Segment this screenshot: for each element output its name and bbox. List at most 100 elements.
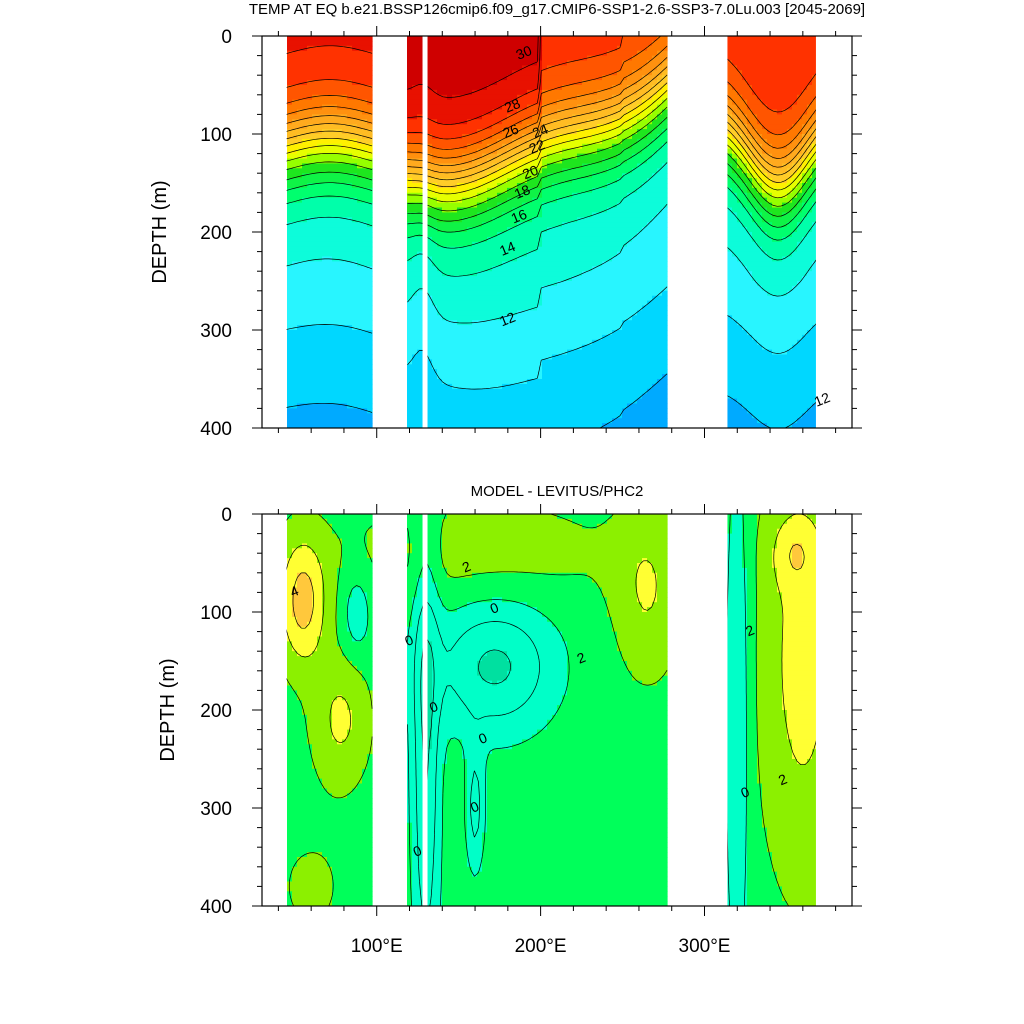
field-cell [327, 109, 333, 115]
field-cell [312, 222, 318, 228]
field-cell [792, 36, 798, 42]
field-cell [627, 192, 633, 199]
field-cell [527, 261, 533, 267]
field-cell [457, 305, 463, 311]
field-cell [612, 138, 618, 145]
field-cell [347, 271, 353, 277]
field-cell [747, 281, 753, 287]
field-cell [757, 290, 763, 297]
field-cell [437, 222, 443, 228]
field-cell [747, 134, 753, 140]
field-cell [552, 94, 558, 101]
field-cell [322, 138, 328, 145]
field-cell [772, 187, 778, 194]
field-cell [537, 285, 543, 292]
field-cell [802, 222, 808, 228]
field-cell [637, 281, 643, 287]
field-cell [607, 148, 613, 155]
field-cell [342, 222, 348, 228]
field-cell [467, 94, 473, 101]
field-cell [322, 119, 328, 125]
field-cell [537, 310, 543, 316]
field-cell [497, 99, 503, 106]
field-cell [317, 236, 323, 243]
field-cell [447, 134, 453, 140]
field-cell [462, 295, 468, 302]
field-cell [332, 119, 338, 125]
field-cell [807, 281, 813, 287]
field-cell [572, 300, 578, 307]
field-cell [797, 70, 803, 76]
field-cell [607, 217, 613, 223]
field-cell [362, 104, 368, 111]
field-cell [502, 114, 508, 120]
field-cell [752, 55, 758, 62]
field-cell [567, 70, 573, 76]
field-cell [417, 89, 423, 96]
field-cell [497, 143, 503, 150]
field-cell [472, 168, 478, 174]
field-cell [482, 36, 488, 42]
field-cell [547, 310, 553, 316]
field-cell [542, 109, 548, 115]
field-cell [547, 85, 553, 91]
field-cell [652, 315, 658, 321]
field-cell [347, 256, 353, 262]
field-cell [807, 295, 813, 302]
field-cell [662, 109, 668, 115]
field-cell [337, 212, 343, 218]
field-cell [342, 183, 348, 189]
field-cell [322, 251, 328, 258]
field-cell [322, 129, 328, 135]
field-cell [332, 300, 338, 307]
field-cell [327, 138, 333, 145]
field-cell [572, 109, 578, 115]
field-cell [582, 50, 588, 57]
field-cell [517, 227, 523, 233]
field-cell [452, 261, 458, 267]
field-cell [632, 45, 638, 52]
field-cell [727, 119, 733, 125]
field-cell [762, 183, 768, 189]
field-cell [812, 40, 818, 47]
field-cell [652, 85, 658, 91]
field-cell [782, 305, 788, 311]
field-cell [507, 285, 513, 292]
field-cell [537, 315, 543, 321]
field-cell [752, 300, 758, 307]
field-cell [812, 104, 818, 111]
field-cell [452, 138, 458, 145]
field-cell [342, 227, 348, 233]
field-cell [592, 119, 598, 125]
field-cell [507, 310, 513, 316]
field-cell [562, 134, 568, 140]
field-cell [507, 55, 513, 62]
field-cell [452, 168, 458, 174]
field-cell [552, 45, 558, 52]
field-cell [782, 104, 788, 111]
field-cell [602, 158, 608, 164]
field-cell [597, 104, 603, 111]
field-cell [787, 143, 793, 150]
field-cell [607, 246, 613, 253]
field-cell [492, 50, 498, 57]
field-cell [647, 45, 653, 52]
field-cell [562, 227, 568, 233]
field-cell [762, 251, 768, 258]
field-cell [507, 192, 513, 199]
field-cell [417, 315, 423, 321]
field-cell [792, 173, 798, 179]
field-cell [482, 119, 488, 125]
field-cell [292, 271, 298, 277]
field-cell [427, 266, 433, 272]
field-cell [357, 119, 363, 125]
field-cell [582, 251, 588, 258]
field-cell [647, 290, 653, 297]
field-cell [582, 310, 588, 316]
field-cell [577, 148, 583, 155]
field-cell [762, 50, 768, 57]
field-cell [772, 246, 778, 253]
field-cell [552, 65, 558, 71]
field-cell [417, 158, 423, 164]
field-cell [507, 271, 513, 277]
